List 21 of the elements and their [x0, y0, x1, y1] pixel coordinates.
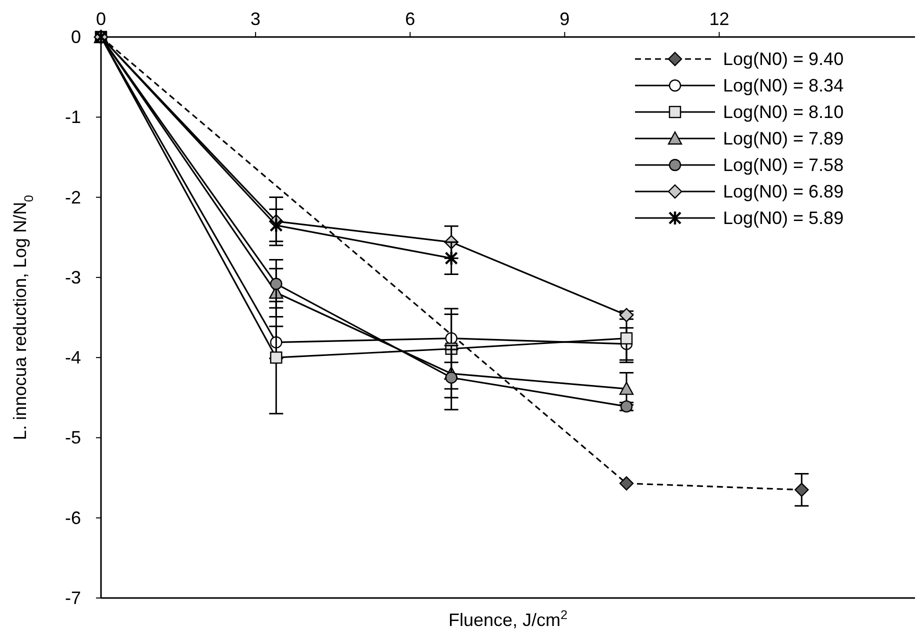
x-tick-label: 12 — [709, 9, 730, 29]
legend-label: Log(N0) = 5.89 — [723, 208, 844, 228]
x-axis-title: Fluence, J/cm$^{2}$ — [448, 608, 568, 630]
x-tick-label: 3 — [250, 9, 261, 29]
y-tick-label: -7 — [64, 588, 81, 608]
y-tick-label: 0 — [70, 27, 81, 47]
y-tick-label: -5 — [64, 428, 81, 448]
legend-label: Log(N0) = 8.10 — [723, 102, 844, 122]
x-tick-label: 6 — [405, 9, 416, 29]
y-tick-label: -2 — [64, 187, 81, 208]
legend-label: Log(N0) = 7.58 — [723, 155, 844, 175]
y-tick-label: -4 — [64, 348, 81, 368]
y-tick-label: -6 — [64, 508, 81, 528]
legend-label: Log(N0) = 8.34 — [723, 76, 844, 96]
legend-label: Log(N0) = 6.89 — [723, 182, 844, 202]
x-tick-label: 0 — [96, 9, 106, 29]
x-tick-label: 9 — [560, 9, 570, 29]
legend-label: Log(N0) = 7.89 — [723, 128, 844, 148]
legend-label: Log(N0) = 9.40 — [723, 49, 844, 69]
y-tick-label: -1 — [64, 107, 81, 128]
y-tick-label: -3 — [64, 267, 81, 288]
